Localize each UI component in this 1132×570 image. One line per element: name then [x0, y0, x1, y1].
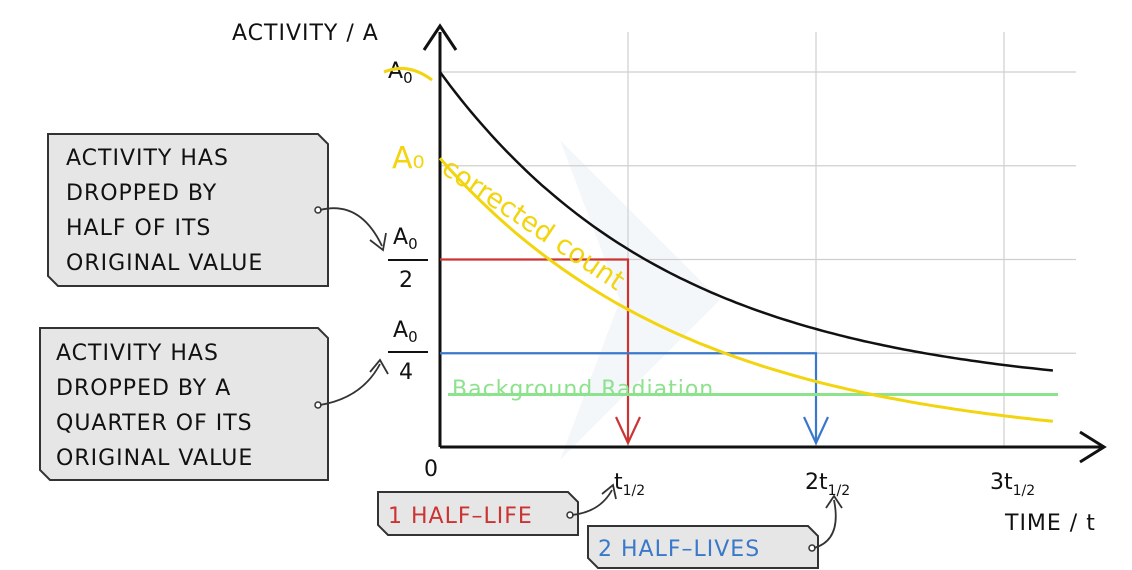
- x-tick-3-coef: 3: [990, 470, 1004, 495]
- half-life-guides: [440, 258, 829, 446]
- quarter-callout-line-1: ACTIVITY HAS: [56, 341, 219, 366]
- quarter-a0-symbol: A: [393, 318, 408, 343]
- half-callout-line-3: HALF OF ITS: [66, 216, 211, 241]
- svg-text:A0: A0: [388, 59, 413, 87]
- svg-text:A0: A0: [393, 318, 418, 346]
- y-label-quarter: A0 4: [388, 318, 428, 385]
- quarter-callout-line-3: QUARTER OF ITS: [56, 411, 253, 436]
- x-tick-1-sub: 1/2: [623, 483, 646, 499]
- one-half-life-tag: 1 HALF–LIFE: [377, 483, 617, 536]
- x-tick-2: 2t1/2: [805, 470, 850, 499]
- half-callout-line-2: DROPPED BY: [66, 181, 217, 206]
- x-tick-1: t1/2: [614, 470, 645, 499]
- svg-text:A0: A0: [393, 225, 418, 253]
- x-tick-3: 3t1/2: [990, 470, 1035, 499]
- watermark-logo: [560, 140, 720, 460]
- total-activity-curve: [438, 71, 1054, 372]
- decay-curves: [438, 71, 1058, 423]
- x-axis-label: TIME / t: [1004, 511, 1096, 536]
- half-callout-line-4: ORIGINAL VALUE: [66, 251, 263, 276]
- y-label-a0: A0: [383, 59, 433, 87]
- quarter-guide-line: [440, 352, 818, 441]
- a0-symbol: A: [388, 59, 403, 84]
- x-tick-2-sub: 1/2: [828, 483, 851, 499]
- quarter-callout-box: ACTIVITY HAS DROPPED BY A QUARTER OF ITS…: [39, 327, 389, 481]
- x-axis-arrow: [1079, 430, 1107, 464]
- two-half-lives-label: 2 HALF–LIVES: [598, 537, 760, 562]
- half-guide-line: [440, 258, 630, 441]
- quarter-callout-line-4: ORIGINAL VALUE: [56, 446, 253, 471]
- x-tick-3-symbol: t: [1004, 470, 1013, 495]
- two-half-lives-tag: 2 HALF–LIVES: [587, 494, 843, 569]
- half-callout-box: ACTIVITY HAS DROPPED BY HALF OF ITS ORIG…: [47, 133, 387, 287]
- y-axis-arrow: [422, 23, 458, 51]
- x-tick-2-coef: 2: [805, 470, 819, 495]
- axes: [422, 23, 1107, 464]
- y-axis-label: ACTIVITY / A: [232, 21, 379, 46]
- half-callout-line-1: ACTIVITY HAS: [66, 146, 229, 171]
- background-radiation-label: Background Radiation: [452, 377, 714, 402]
- half-denominator: 2: [399, 268, 413, 293]
- a0-handwritten: A₀: [392, 141, 425, 176]
- x-tick-1-symbol: t: [614, 470, 623, 495]
- x-tick-2-symbol: t: [819, 470, 828, 495]
- quarter-denominator: 4: [399, 360, 413, 385]
- x-tick-3-sub: 1/2: [1013, 483, 1036, 499]
- half-a0-subscript: 0: [408, 235, 418, 253]
- half-a0-symbol: A: [393, 225, 408, 250]
- quarter-guide-arrow: [803, 416, 829, 446]
- half-guide-arrow: [615, 416, 641, 446]
- quarter-callout-line-2: DROPPED BY A: [56, 376, 231, 401]
- corrected-count-curve: [438, 157, 1054, 423]
- y-label-half: A0 2: [388, 225, 428, 293]
- origin-label: 0: [424, 457, 438, 482]
- a0-subscript: 0: [403, 69, 413, 87]
- quarter-a0-subscript: 0: [408, 328, 418, 346]
- one-half-life-label: 1 HALF–LIFE: [388, 504, 533, 529]
